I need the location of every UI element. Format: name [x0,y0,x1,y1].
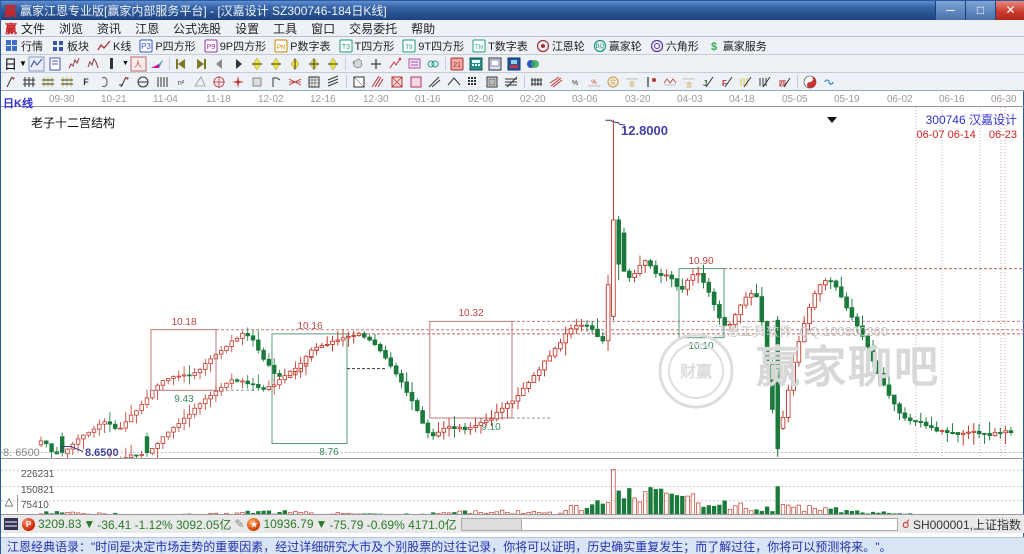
svg-text:9.43: 9.43 [174,394,194,405]
svg-text:PN: PN [277,45,285,51]
svg-text:P9: P9 [206,44,215,51]
svg-text:BQ: BQ [595,44,604,50]
svg-text:$: $ [711,41,717,53]
svg-text:10.32: 10.32 [458,308,483,319]
svg-text:四: 四 [779,80,786,88]
svg-text:财赢: 财赢 [679,362,712,381]
svg-text:10.18: 10.18 [171,317,196,328]
svg-text:12.8000: 12.8000 [621,123,668,138]
svg-text:10.16: 10.16 [297,321,322,332]
svg-text:%: % [572,80,578,87]
svg-text:T3: T3 [341,44,349,51]
svg-text:金: 金 [629,80,635,88]
svg-text:F: F [83,77,89,87]
svg-text:F: F [722,79,727,88]
svg-text:金: 金 [610,78,616,86]
svg-text:21: 21 [453,62,461,69]
svg-text:TN: TN [475,45,483,51]
svg-text:%: % [591,80,597,86]
svg-text:P3: P3 [141,42,151,51]
svg-text:人: 人 [134,60,142,69]
svg-text:金: 金 [686,81,692,89]
svg-text:T9: T9 [406,45,414,51]
svg-text:10.90: 10.90 [688,256,713,267]
svg-text:n²: n² [178,80,185,87]
